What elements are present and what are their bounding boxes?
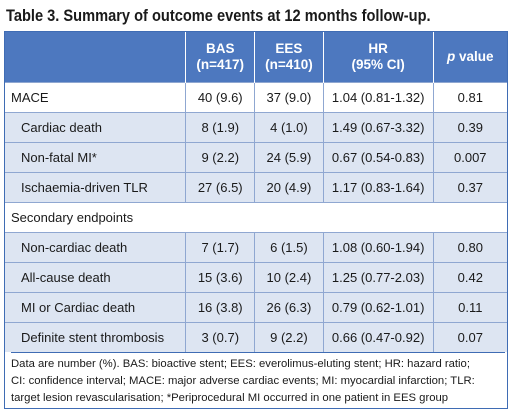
table-row-secondary-endpoints: Secondary endpoints bbox=[5, 202, 507, 233]
outcome-table: BAS (n=417) EES (n=410) HR (95% CI) p va… bbox=[5, 32, 507, 352]
table-row-stent-thrombosis: Definite stent thrombosis 3 (0.7) 9 (2.2… bbox=[5, 322, 507, 352]
cell-hr: 1.49 (0.67-3.32) bbox=[322, 112, 434, 143]
header-p-rest: value bbox=[455, 49, 494, 64]
cell-ees: 6 (1.5) bbox=[254, 232, 324, 263]
footnote-line-2: CI: confidence interval; MACE: major adv… bbox=[11, 375, 475, 387]
table-row-non-fatal-mi: Non-fatal MI* 9 (2.2) 24 (5.9) 0.67 (0.5… bbox=[5, 142, 507, 173]
cell-p: 0.37 bbox=[432, 172, 507, 203]
header-ees-line1: EES bbox=[275, 41, 303, 56]
cell-bas: 3 (0.7) bbox=[185, 322, 255, 352]
cell-p: 0.81 bbox=[432, 82, 507, 113]
cell-p: 0.39 bbox=[432, 112, 507, 143]
cell-hr: 0.79 (0.62-1.01) bbox=[322, 292, 434, 323]
table-footnote: Data are number (%). BAS: bioactive sten… bbox=[11, 352, 505, 407]
cell-ees: 26 (6.3) bbox=[254, 292, 324, 323]
cell-hr: 0.66 (0.47-0.92) bbox=[322, 322, 434, 352]
cell-bas: 16 (3.8) bbox=[185, 292, 255, 323]
cell-ees: 24 (5.9) bbox=[254, 142, 324, 173]
header-ees-line2: (n=410) bbox=[265, 57, 313, 72]
header-row: BAS (n=417) EES (n=410) HR (95% CI) p va… bbox=[5, 32, 507, 83]
cell-bas: 7 (1.7) bbox=[185, 232, 255, 263]
footnote-line-1: Data are number (%). BAS: bioactive sten… bbox=[11, 358, 470, 370]
cell-p: 0.007 bbox=[432, 142, 507, 173]
table-title: Table 3. Summary of outcome events at 12… bbox=[6, 6, 431, 25]
row-label: Ischaemia-driven TLR bbox=[5, 172, 186, 203]
row-label: Cardiac death bbox=[5, 112, 186, 143]
cell-p: 0.42 bbox=[432, 262, 507, 293]
header-blank bbox=[5, 32, 186, 83]
table-row-all-cause-death: All-cause death 15 (3.6) 10 (2.4) 1.25 (… bbox=[5, 262, 507, 293]
cell-hr: 1.08 (0.60-1.94) bbox=[322, 232, 434, 263]
table-row-mace: MACE 40 (9.6) 37 (9.0) 1.04 (0.81-1.32) … bbox=[5, 82, 507, 113]
row-label: All-cause death bbox=[5, 262, 186, 293]
cell-bas: 27 (6.5) bbox=[185, 172, 255, 203]
table-row-non-cardiac-death: Non-cardiac death 7 (1.7) 6 (1.5) 1.08 (… bbox=[5, 232, 507, 263]
header-p-value: p value bbox=[432, 32, 507, 83]
cell-bas: 15 (3.6) bbox=[185, 262, 255, 293]
row-label: Non-fatal MI* bbox=[5, 142, 186, 173]
row-label: Non-cardiac death bbox=[5, 232, 186, 263]
cell-bas: 40 (9.6) bbox=[185, 82, 255, 113]
header-bas-line2: (n=417) bbox=[196, 57, 245, 72]
table-container: BAS (n=417) EES (n=410) HR (95% CI) p va… bbox=[4, 31, 508, 409]
cell-hr: 1.04 (0.81-1.32) bbox=[322, 82, 434, 113]
table-row-ischaemia-tlr: Ischaemia-driven TLR 27 (6.5) 20 (4.9) 1… bbox=[5, 172, 507, 203]
cell-bas: 8 (1.9) bbox=[185, 112, 255, 143]
cell-ees: 9 (2.2) bbox=[254, 322, 324, 352]
row-label: MI or Cardiac death bbox=[5, 292, 186, 323]
footnote-line-3: target lesion revascularisation; *Peripr… bbox=[11, 392, 449, 404]
row-label: MACE bbox=[5, 82, 186, 113]
cell-hr: 0.67 (0.54-0.83) bbox=[322, 142, 434, 173]
header-bas-line1: BAS bbox=[205, 41, 235, 56]
cell-p: 0.80 bbox=[432, 232, 507, 263]
row-label: Definite stent thrombosis bbox=[5, 322, 186, 352]
table-row-mi-or-cardiac-death: MI or Cardiac death 16 (3.8) 26 (6.3) 0.… bbox=[5, 292, 507, 323]
cell-ees: 10 (2.4) bbox=[254, 262, 324, 293]
header-bas: BAS (n=417) bbox=[185, 32, 255, 83]
table-row-cardiac-death: Cardiac death 8 (1.9) 4 (1.0) 1.49 (0.67… bbox=[5, 112, 507, 143]
section-label: Secondary endpoints bbox=[5, 202, 507, 233]
cell-ees: 37 (9.0) bbox=[254, 82, 324, 113]
header-hr: HR (95% CI) bbox=[322, 32, 434, 83]
header-ees: EES (n=410) bbox=[254, 32, 324, 83]
header-hr-line1: HR bbox=[368, 41, 388, 56]
cell-ees: 4 (1.0) bbox=[254, 112, 324, 143]
header-hr-line2: (95% CI) bbox=[351, 57, 405, 72]
cell-hr: 1.25 (0.77-2.03) bbox=[322, 262, 434, 293]
cell-ees: 20 (4.9) bbox=[254, 172, 324, 203]
cell-p: 0.11 bbox=[432, 292, 507, 323]
cell-bas: 9 (2.2) bbox=[185, 142, 255, 173]
cell-p: 0.07 bbox=[432, 322, 507, 352]
cell-hr: 1.17 (0.83-1.64) bbox=[322, 172, 434, 203]
header-p-italic: p bbox=[447, 49, 456, 64]
